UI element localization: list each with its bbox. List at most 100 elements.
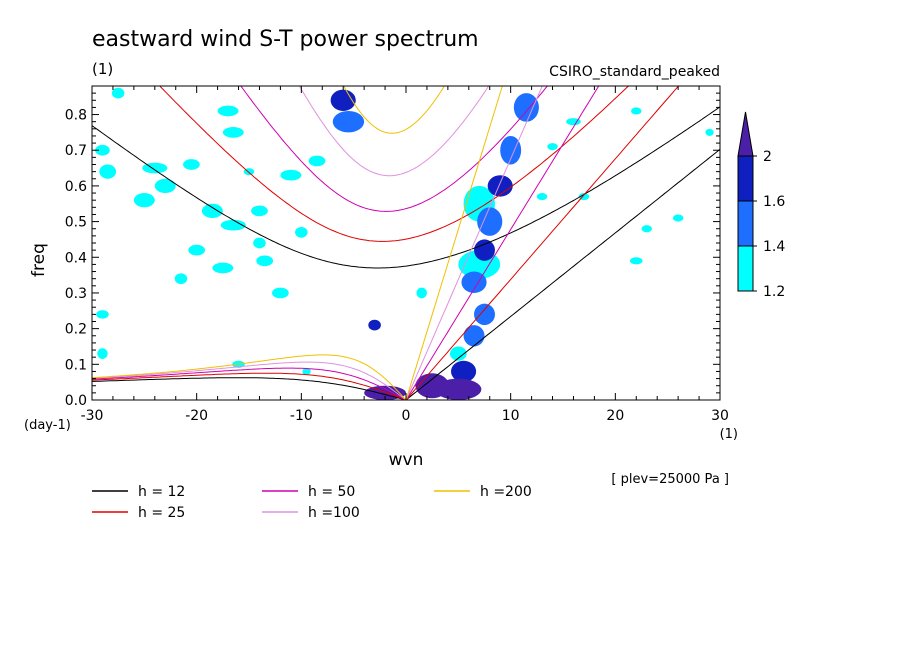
y-tick-label-4: 0.4: [65, 250, 87, 266]
kelvin-curve-h200: [405, 86, 503, 400]
contour-blob-10: [256, 255, 274, 267]
spectrum-contours: [95, 87, 714, 400]
rossby-curve-h200: [92, 354, 407, 400]
y-tick-label-7: 0.7: [65, 143, 87, 159]
x-tick-label-0: -30: [81, 408, 104, 424]
contour-blob-17: [212, 262, 234, 274]
gravity-curve-h25: [159, 86, 630, 242]
y-tick-label-8: 0.8: [65, 108, 87, 124]
contour-blob-18: [272, 287, 289, 299]
gravity-curve-h200: [343, 86, 445, 134]
colorbar: 2 1.6 1.4 1.2: [737, 111, 785, 300]
contour-blob-11: [295, 226, 308, 238]
contour-blob-40: [474, 303, 495, 326]
legend-label-2: h = 50: [308, 484, 355, 500]
contour-blob-33: [536, 193, 548, 201]
contour-blob-42: [500, 135, 522, 165]
colorbar-segment-0: [737, 155, 754, 202]
contour-blob-41: [477, 207, 503, 236]
contour-blob-15: [308, 155, 326, 167]
contour-blob-27: [641, 225, 652, 233]
y-tick-label-5: 0.5: [65, 215, 87, 231]
chart-title: eastward wind S-T power spectrum: [92, 27, 479, 52]
contour-blob-12: [280, 169, 302, 181]
contour-blob-7: [201, 203, 223, 219]
contour-blob-8: [220, 219, 246, 231]
x-tick-label-6: 30: [711, 408, 729, 424]
kelvin-curve-h50: [405, 86, 600, 400]
x-tick-label-3: 0: [402, 408, 411, 424]
rossby-curve-h50: [92, 367, 407, 400]
x-tick-label-4: 10: [502, 408, 520, 424]
plev-annotation: [ plev=25000 Pa ]: [611, 472, 729, 487]
kelvin-curve-h100: [405, 86, 543, 400]
gravity-curve-h100: [298, 86, 490, 177]
contour-blob-2: [99, 164, 117, 179]
contour-blob-1: [95, 144, 110, 156]
colorbar-segment-1: [737, 200, 754, 247]
contour-blob-43: [513, 93, 539, 122]
rossby-curve-h25: [92, 372, 407, 400]
contour-blob-48: [474, 239, 495, 261]
y-axis-units: (day-1): [24, 418, 71, 433]
contour-blob-21: [97, 348, 108, 359]
chart-subtitle: CSIRO_standard_peaked: [549, 64, 720, 80]
kelvin-curve-h25: [405, 86, 680, 400]
contour-blob-39: [463, 325, 485, 347]
contour-blob-5: [154, 178, 176, 194]
contour-blob-49: [487, 175, 513, 197]
x-tick-label-2: -10: [290, 408, 313, 424]
colorbar-label-2: 1.4: [763, 239, 785, 255]
contour-blob-29: [705, 128, 714, 136]
contour-blob-22: [251, 205, 268, 217]
contour-blob-20: [96, 310, 109, 319]
gravity-curve-h12: [92, 106, 720, 269]
contour-blob-19: [174, 273, 188, 285]
y-tick-label-3: 0.3: [65, 286, 87, 302]
contour-blob-3: [133, 193, 155, 208]
legend-label-0: h = 12: [138, 484, 185, 500]
contour-blob-37: [449, 346, 467, 361]
title-units: (1): [92, 60, 113, 78]
y-axis-label: freq: [29, 243, 49, 277]
gravity-curve-h50: [240, 86, 548, 212]
contour-blob-45: [461, 271, 487, 293]
plot-frame: [91, 85, 721, 401]
x-tick-label-1: -20: [185, 408, 208, 424]
contour-blob-50: [330, 89, 356, 111]
contour-blob-28: [672, 214, 684, 222]
contour-blob-32: [547, 143, 558, 151]
legend-label-3: h =100: [308, 505, 360, 521]
contour-blob-6: [183, 159, 200, 170]
y-tick-label-1: 0.1: [65, 357, 87, 373]
y-tick-label-6: 0.6: [65, 179, 87, 195]
colorbar-label-1: 1.6: [763, 194, 785, 210]
x-axis-units: (1): [720, 427, 738, 442]
legend-label-4: h =200: [480, 484, 532, 500]
contour-blob-47: [451, 360, 477, 383]
y-tick-label-0: 0.0: [65, 393, 87, 409]
colorbar-segment-2: [737, 245, 754, 292]
rossby-curve-h12: [92, 377, 407, 400]
rossby-curve-h100: [92, 361, 407, 400]
contour-blob-24: [302, 367, 311, 376]
contour-blob-14: [217, 105, 239, 117]
contour-blob-44: [332, 110, 365, 133]
contour-blob-13: [222, 127, 244, 138]
legend-label-1: h = 25: [138, 505, 185, 521]
contour-blob-46: [368, 319, 381, 331]
contour-blob-35: [111, 87, 125, 99]
colorbar-label-3: 1.2: [763, 284, 785, 300]
contour-blob-30: [631, 107, 642, 115]
x-tick-label-5: 20: [606, 408, 624, 424]
contour-blob-31: [566, 118, 581, 126]
y-tick-label-2: 0.2: [65, 322, 87, 338]
axes: -30 -20 -10 0 10 20 30 0.0 0.1 0.2 0.3 0.4 0.5 0.6 0.7…: [65, 86, 729, 424]
dispersion-curves: [92, 86, 720, 400]
colorbar-arrow: [737, 111, 754, 157]
contour-blob-23: [416, 287, 427, 299]
contour-blob-9: [253, 237, 266, 249]
contour-blob-26: [629, 257, 643, 265]
colorbar-label-0: 2: [763, 149, 772, 165]
